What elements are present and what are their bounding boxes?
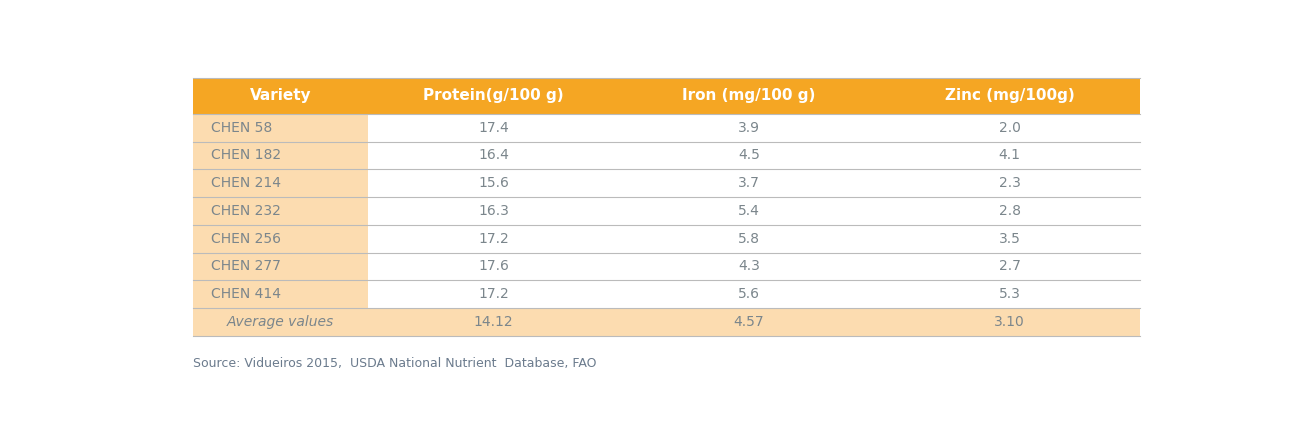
- Bar: [619, 225, 879, 253]
- Text: 14.12: 14.12: [473, 315, 514, 329]
- Text: Protein(g/100 g): Protein(g/100 g): [422, 88, 564, 103]
- Bar: [619, 280, 879, 308]
- Text: Source: Vidueiros 2015,  USDA National Nutrient  Database, FAO: Source: Vidueiros 2015, USDA National Nu…: [192, 357, 597, 370]
- Text: 5.4: 5.4: [738, 204, 760, 218]
- Text: 2.8: 2.8: [998, 204, 1020, 218]
- Bar: [368, 169, 619, 197]
- Bar: [192, 225, 368, 253]
- Bar: [368, 308, 619, 336]
- Text: 15.6: 15.6: [478, 176, 508, 190]
- Text: CHEN 232: CHEN 232: [211, 204, 281, 218]
- Bar: [368, 114, 619, 142]
- Bar: [192, 280, 368, 308]
- Bar: [192, 308, 368, 336]
- Bar: [879, 169, 1140, 197]
- Bar: [879, 308, 1140, 336]
- Text: 4.5: 4.5: [738, 148, 760, 162]
- Bar: [619, 253, 879, 280]
- Bar: [879, 253, 1140, 280]
- Text: 4.1: 4.1: [998, 148, 1020, 162]
- Text: Zinc (mg/100g): Zinc (mg/100g): [945, 88, 1074, 103]
- Text: 4.3: 4.3: [738, 259, 760, 274]
- Bar: [368, 225, 619, 253]
- Bar: [879, 114, 1140, 142]
- Text: CHEN 58: CHEN 58: [211, 121, 272, 135]
- Text: 2.3: 2.3: [998, 176, 1020, 190]
- Text: CHEN 182: CHEN 182: [211, 148, 281, 162]
- Bar: [619, 197, 879, 225]
- Text: 3.9: 3.9: [738, 121, 760, 135]
- Bar: [619, 308, 879, 336]
- Text: CHEN 256: CHEN 256: [211, 232, 281, 246]
- Text: Average values: Average values: [226, 315, 334, 329]
- Bar: [879, 280, 1140, 308]
- Bar: [368, 253, 619, 280]
- Text: 5.3: 5.3: [998, 287, 1020, 301]
- Text: 17.2: 17.2: [478, 232, 508, 246]
- Bar: [192, 197, 368, 225]
- Bar: [192, 169, 368, 197]
- Text: 3.7: 3.7: [738, 176, 760, 190]
- Text: 2.0: 2.0: [998, 121, 1020, 135]
- Text: 17.2: 17.2: [478, 287, 508, 301]
- Text: 3.10: 3.10: [994, 315, 1024, 329]
- Bar: [879, 142, 1140, 169]
- Text: 17.4: 17.4: [478, 121, 508, 135]
- Text: 3.5: 3.5: [998, 232, 1020, 246]
- Bar: [619, 142, 879, 169]
- Text: 16.3: 16.3: [478, 204, 508, 218]
- Text: CHEN 414: CHEN 414: [211, 287, 281, 301]
- Bar: [879, 197, 1140, 225]
- Bar: [368, 197, 619, 225]
- Bar: [619, 169, 879, 197]
- Text: CHEN 277: CHEN 277: [211, 259, 281, 274]
- Text: 5.6: 5.6: [738, 287, 760, 301]
- Bar: [368, 142, 619, 169]
- Text: Variety: Variety: [250, 88, 311, 103]
- Text: 16.4: 16.4: [478, 148, 508, 162]
- Bar: [619, 114, 879, 142]
- Bar: [192, 114, 368, 142]
- Bar: [879, 225, 1140, 253]
- Bar: [192, 142, 368, 169]
- Text: Iron (mg/100 g): Iron (mg/100 g): [682, 88, 816, 103]
- Text: 2.7: 2.7: [998, 259, 1020, 274]
- Text: 4.57: 4.57: [733, 315, 764, 329]
- Bar: [192, 253, 368, 280]
- Text: 5.8: 5.8: [738, 232, 760, 246]
- Bar: [368, 280, 619, 308]
- Text: CHEN 214: CHEN 214: [211, 176, 281, 190]
- Text: 17.6: 17.6: [478, 259, 508, 274]
